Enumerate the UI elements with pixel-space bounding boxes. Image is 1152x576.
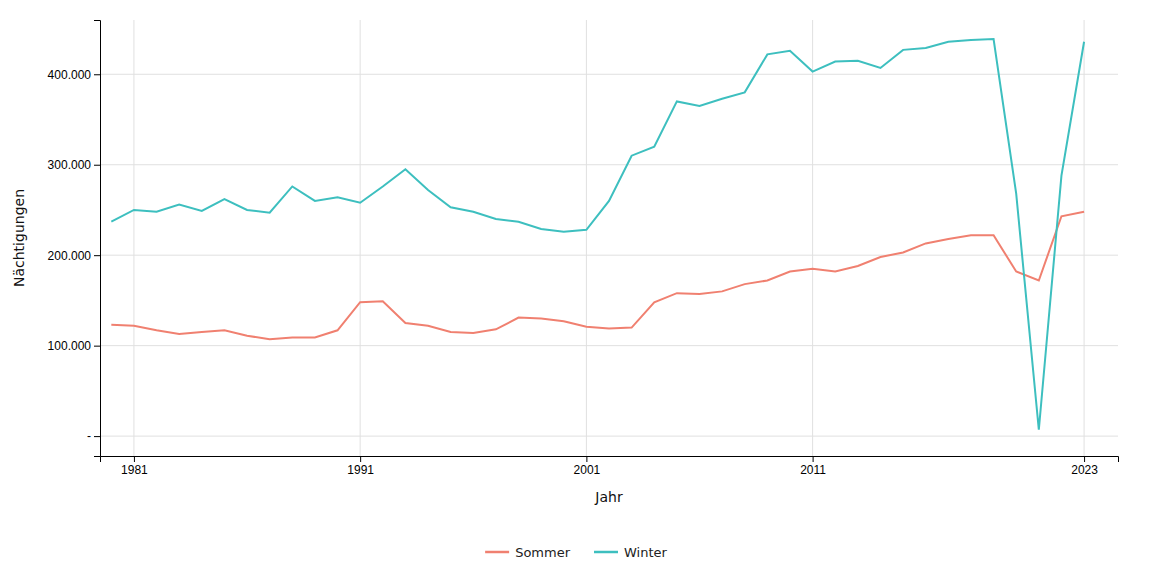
- series-line: [111, 212, 1084, 340]
- tick-label: 400.000: [48, 68, 92, 82]
- legend-swatch: [485, 551, 509, 554]
- legend-label: Sommer: [515, 545, 571, 560]
- legend-item: Sommer: [485, 545, 571, 560]
- tick-mark: [94, 74, 100, 75]
- tick: 200.000: [48, 249, 100, 263]
- tick-label: 100.000: [48, 339, 92, 353]
- grid-line-y: [100, 345, 1118, 346]
- tick-mark: [94, 346, 100, 347]
- tick: 1981: [121, 456, 148, 477]
- tick: 2001: [574, 456, 601, 477]
- tick-mark: [134, 456, 135, 462]
- grid-line-x: [586, 20, 587, 456]
- grid-line-x: [812, 20, 813, 456]
- tick-mark: [813, 456, 814, 462]
- x-axis-title: Jahr: [594, 489, 623, 505]
- tick: 2011: [800, 456, 826, 477]
- legend-swatch: [594, 551, 618, 554]
- grid-line-x: [133, 20, 134, 456]
- tick-label: 1991: [347, 463, 374, 477]
- tick-mark: [1084, 456, 1085, 462]
- grid-line-y: [100, 255, 1118, 256]
- lines: [111, 39, 1084, 430]
- tick-mark: [360, 456, 361, 462]
- tick-label: 2001: [574, 463, 601, 477]
- tick: 400.000: [48, 68, 100, 82]
- tick-mark: [94, 436, 100, 437]
- tick-mark: [586, 456, 587, 462]
- grid-line-x: [1084, 20, 1085, 456]
- tick: 100.000: [48, 339, 100, 353]
- grid-line-x: [360, 20, 361, 456]
- tick-mark: [94, 255, 100, 256]
- tick-label: 1981: [121, 463, 148, 477]
- series-line: [111, 39, 1084, 430]
- grid-line-y: [100, 436, 1118, 437]
- grid: [100, 20, 1118, 456]
- tick-label: -: [87, 429, 91, 443]
- tick-mark: [94, 165, 100, 166]
- tick: 1991: [347, 456, 374, 477]
- tick-label: 2011: [800, 463, 826, 477]
- tick-label: 200.000: [48, 249, 92, 263]
- y-axis-title: Nächtigungen: [11, 189, 27, 287]
- grid-line-y: [100, 74, 1118, 75]
- y-axis: - 100.000 200.000 300.000 400.000: [48, 21, 101, 457]
- tick-label: 300.000: [48, 158, 92, 172]
- legend-item: Winter: [594, 545, 668, 560]
- tick: 300.000: [48, 158, 100, 172]
- tick: -: [87, 429, 100, 443]
- tick-label: 2023: [1071, 463, 1098, 477]
- axis-line: [101, 457, 1119, 463]
- axis-line: [94, 21, 101, 457]
- legend: Sommer Winter: [485, 545, 667, 560]
- grid-line-y: [100, 164, 1118, 165]
- x-axis: 1981 1991 2001 2011 2023: [101, 456, 1119, 477]
- tick: 2023: [1071, 456, 1098, 477]
- plot: 1981 1991 2001 2011 2023 - 100.000 200.000 300.0…: [48, 20, 1119, 477]
- chart: 1981 1991 2001 2011 2023 - 100.000 200.000 300.0…: [0, 0, 1152, 576]
- legend-label: Winter: [624, 545, 668, 560]
